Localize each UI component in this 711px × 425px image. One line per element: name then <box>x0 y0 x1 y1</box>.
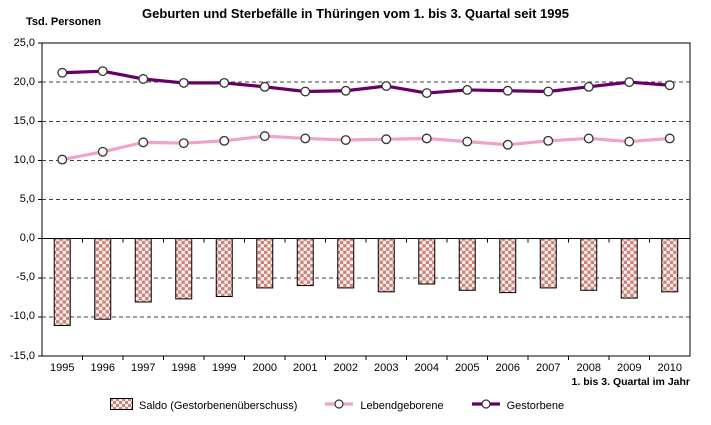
bar-saldo-2010 <box>661 238 679 293</box>
y-tick-label: 20,0 <box>13 75 35 88</box>
marker-lebendgeborene-2005 <box>462 136 473 147</box>
bar-saldo-2008 <box>580 238 598 291</box>
bar-saldo-1996 <box>94 238 112 320</box>
bar-saldo-2002 <box>337 238 355 289</box>
checker-bar-swatch-icon <box>110 397 133 415</box>
line-marker-swatch-icon <box>471 397 501 415</box>
marker-lebendgeborene-1999 <box>219 135 230 146</box>
chart-title: Geburten und Sterbefälle in Thüringen vo… <box>142 6 569 21</box>
marker-gestorbene-2008 <box>583 81 594 92</box>
bar-saldo-2004 <box>418 238 436 285</box>
x-tick-label: 2004 <box>414 362 439 374</box>
marker-gestorbene-1996 <box>97 66 108 77</box>
legend-item-gestorbene: Gestorbene <box>471 397 564 415</box>
y-tick-label: -15,0 <box>9 349 35 362</box>
y-tick-label: 25,0 <box>13 36 35 49</box>
x-tick-label: 2002 <box>333 362 358 374</box>
bar-saldo-2006 <box>499 238 517 294</box>
legend-label: Lebendgeborene <box>360 400 444 412</box>
marker-lebendgeborene-2007 <box>543 135 554 146</box>
marker-gestorbene-1995 <box>57 67 68 78</box>
marker-lebendgeborene-2008 <box>583 133 594 144</box>
x-axis-title: 1. bis 3. Quartal im Jahr <box>571 376 690 388</box>
marker-gestorbene-2009 <box>624 77 635 88</box>
legend-label: Gestorbene <box>506 400 565 412</box>
x-tick-label: 2010 <box>657 362 682 374</box>
x-tick-label: 1999 <box>212 362 237 374</box>
marker-lebendgeborene-2002 <box>340 135 351 145</box>
bar-saldo-2003 <box>377 238 395 293</box>
bar-saldo-2001 <box>296 238 314 287</box>
bar-saldo-1998 <box>175 238 193 300</box>
x-tick-label: 1998 <box>171 362 196 374</box>
marker-gestorbene-2001 <box>300 86 311 97</box>
x-tick-label: 1996 <box>90 362 115 374</box>
marker-lebendgeborene-2009 <box>624 136 635 147</box>
x-tick-label: 2009 <box>617 362 642 374</box>
bar-saldo-2005 <box>458 238 476 291</box>
marker-gestorbene-2004 <box>421 88 432 99</box>
line-marker-swatch-icon <box>324 397 354 415</box>
marker-lebendgeborene-1997 <box>138 137 149 148</box>
legend-item-lebendgeborene: Lebendgeborene <box>324 397 444 415</box>
chart-legend: Saldo (Gestorbenenüberschuss) Lebendgebo… <box>110 397 564 415</box>
y-tick-label: -10,0 <box>9 310 35 323</box>
marker-gestorbene-2000 <box>259 81 270 92</box>
marker-lebendgeborene-1998 <box>178 138 189 149</box>
x-tick-label: 2001 <box>293 362 318 374</box>
x-tick-label: 2007 <box>536 362 561 374</box>
bar-saldo-1999 <box>215 238 233 298</box>
line-lebendgeborene <box>61 134 670 162</box>
y-tick-label: 10,0 <box>13 153 35 166</box>
y-tick-label: 15,0 <box>13 114 35 127</box>
x-tick-label: 2003 <box>374 362 399 374</box>
marker-gestorbene-2010 <box>664 80 675 91</box>
x-tick-label: 2006 <box>495 362 520 374</box>
marker-gestorbene-2005 <box>462 84 473 95</box>
marker-gestorbene-1997 <box>138 74 149 84</box>
marker-lebendgeborene-1995 <box>57 154 68 165</box>
x-tick-label: 2000 <box>252 362 277 374</box>
marker-lebendgeborene-2006 <box>502 139 513 150</box>
x-tick-label: 2008 <box>576 362 601 374</box>
bar-saldo-2007 <box>539 238 557 289</box>
x-tick-label: 2005 <box>455 362 480 374</box>
marker-lebendgeborene-2000 <box>259 131 270 142</box>
line-gestorbene <box>62 69 670 95</box>
marker-lebendgeborene-1996 <box>97 146 108 157</box>
marker-gestorbene-2003 <box>381 81 392 91</box>
marker-lebendgeborene-2003 <box>381 134 392 145</box>
y-tick-label: 5,0 <box>19 193 35 205</box>
legend-item-saldo: Saldo (Gestorbenenüberschuss) <box>110 397 297 415</box>
x-tick-label: 1997 <box>131 362 156 374</box>
y-tick-label: 0,0 <box>19 232 35 245</box>
bar-saldo-2000 <box>256 238 274 289</box>
marker-gestorbene-1999 <box>219 77 230 88</box>
marker-gestorbene-2007 <box>543 86 554 97</box>
y-tick-label: -5,0 <box>16 271 35 284</box>
bar-saldo-2009 <box>620 238 638 299</box>
marker-gestorbene-2002 <box>340 85 351 96</box>
x-tick-label: 1995 <box>50 362 75 374</box>
marker-gestorbene-2006 <box>502 85 513 96</box>
marker-lebendgeborene-2010 <box>664 133 675 144</box>
bar-saldo-1995 <box>53 238 71 326</box>
marker-lebendgeborene-2001 <box>300 133 311 144</box>
bar-saldo-1997 <box>134 238 152 303</box>
legend-label: Saldo (Gestorbenenüberschuss) <box>139 400 298 412</box>
marker-lebendgeborene-2004 <box>421 133 432 144</box>
marker-gestorbene-1998 <box>178 77 189 88</box>
y-axis-title: Tsd. Personen <box>26 16 101 28</box>
